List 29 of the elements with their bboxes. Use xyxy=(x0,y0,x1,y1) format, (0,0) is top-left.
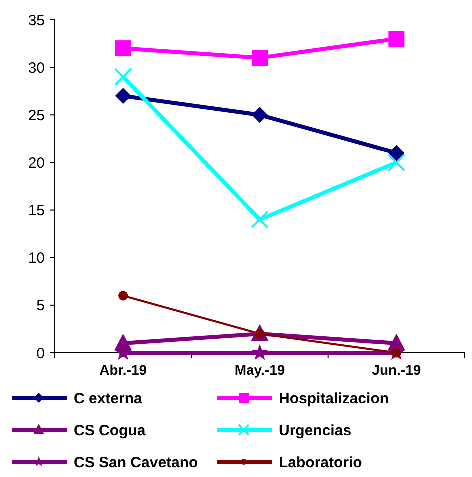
point xyxy=(388,145,405,162)
point xyxy=(252,50,268,66)
point xyxy=(115,40,132,57)
legend-label: Urgencias xyxy=(279,422,352,440)
point xyxy=(114,68,132,86)
y-tick-label: 15 xyxy=(28,202,45,220)
point xyxy=(388,154,406,172)
y-tick-label: 35 xyxy=(28,12,45,30)
legend-label: Hospitalizacion xyxy=(279,390,390,408)
x-tick-label: May.-19 xyxy=(234,362,286,378)
legend-label: CS Cogua xyxy=(74,422,146,440)
legend-label: Laboratorio xyxy=(279,454,362,472)
x-tick-label: Jun.-19 xyxy=(372,362,422,378)
y-tick-label: 10 xyxy=(28,250,45,268)
point xyxy=(252,107,268,124)
point xyxy=(388,31,405,48)
legend-label: CS San Cavetano xyxy=(74,454,198,472)
point xyxy=(118,291,128,301)
x-tick-label: Abr.-19 xyxy=(100,362,148,378)
point xyxy=(252,344,268,360)
point xyxy=(392,348,402,358)
y-tick-label: 30 xyxy=(28,60,45,77)
y-tick-label: 25 xyxy=(28,107,45,124)
y-tick-label: 5 xyxy=(36,298,45,315)
y-tick-label: 0 xyxy=(36,345,45,362)
y-tick-label: 20 xyxy=(28,154,45,172)
legend-label: C externa xyxy=(74,390,144,408)
point xyxy=(251,210,269,229)
point xyxy=(115,88,132,104)
